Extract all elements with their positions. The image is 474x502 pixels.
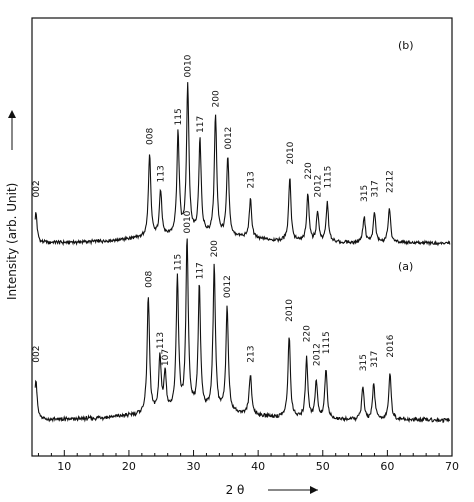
y-axis-title: Intensity (arb. Unit)	[5, 183, 19, 300]
peak-label: 117	[196, 116, 206, 133]
x-axis-title: 2 θ	[226, 483, 245, 497]
peak-label: 213	[246, 171, 256, 188]
series-line-b	[34, 82, 451, 247]
peak-label: 220	[304, 162, 314, 179]
panel-labels: (b) (a)	[398, 39, 414, 273]
peak-label: 317	[370, 351, 380, 368]
peak-label: 115	[174, 108, 184, 125]
peak-label: 220	[303, 325, 313, 342]
x-tick-label: 60	[380, 460, 394, 473]
y-axis-title-group: Intensity (arb. Unit)	[5, 110, 19, 300]
peak-label: 2012	[314, 175, 324, 198]
peak-labels: 0020081131150010117200001221320102202012…	[32, 54, 396, 371]
x-tick-label: 50	[316, 460, 330, 473]
peak-label: 113	[156, 332, 166, 349]
peak-label: 2010	[285, 299, 295, 322]
y-axis-arrow-head	[8, 110, 16, 118]
x-axis-arrow-head	[310, 486, 318, 494]
x-tick-label: 20	[122, 460, 136, 473]
peak-label: 317	[371, 180, 381, 197]
peak-label: 0010	[184, 54, 194, 77]
peak-label: 008	[144, 270, 154, 287]
peak-label: 107	[161, 349, 171, 366]
plot-frame	[31, 17, 453, 457]
peak-label: 2012	[312, 343, 322, 366]
peak-label: 2010	[286, 141, 296, 164]
x-tick-label: 70	[445, 460, 459, 473]
peak-label: 315	[359, 354, 369, 371]
x-tick-label: 10	[57, 460, 71, 473]
peak-label: 1115	[323, 166, 333, 189]
peak-label: 213	[246, 346, 256, 363]
x-axis-title-group: 2 θ	[226, 483, 318, 497]
peak-label: 1115	[322, 331, 332, 354]
peak-label: 002	[32, 180, 42, 197]
peak-label: 0010	[183, 210, 193, 233]
peak-label: 0012	[224, 127, 234, 150]
peak-label: 2212	[385, 170, 395, 193]
series-line-a	[34, 238, 451, 424]
peak-label: 200	[212, 90, 222, 107]
peak-label: 008	[146, 128, 156, 145]
peak-label: 002	[32, 346, 42, 363]
panel-label-a: (a)	[398, 260, 413, 273]
x-tick-label: 30	[187, 460, 201, 473]
peak-label: 113	[157, 165, 167, 182]
peak-label: 117	[195, 262, 205, 279]
peak-label: 0012	[223, 275, 233, 298]
peak-label: 115	[173, 254, 183, 271]
peak-label: 2016	[386, 334, 396, 357]
peak-label: 200	[210, 240, 220, 257]
peak-label: 315	[360, 185, 370, 202]
x-tick-label: 40	[251, 460, 265, 473]
panel-label-b: (b)	[398, 39, 414, 52]
x-ticks: 10 20 30 40 50 60 70	[37, 450, 459, 473]
traces	[34, 82, 451, 424]
